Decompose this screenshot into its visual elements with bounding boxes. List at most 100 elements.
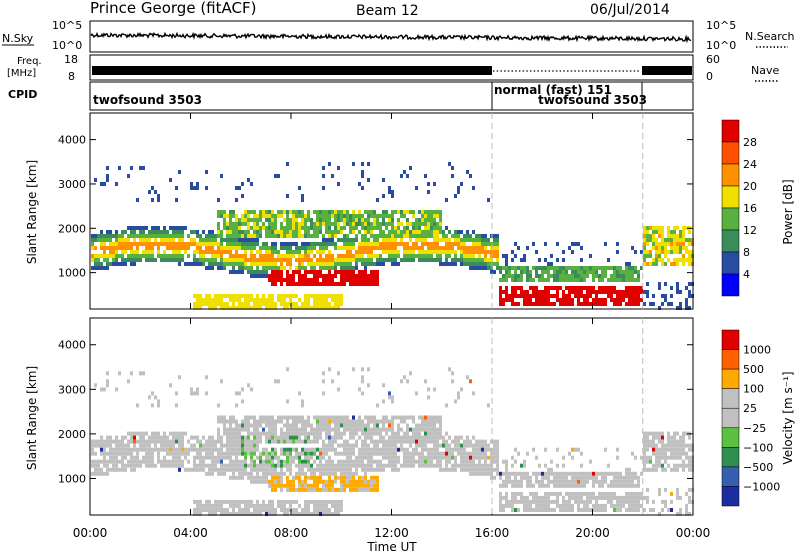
velocity-cell [250, 387, 253, 392]
velocity-cell [598, 495, 601, 500]
velocity-cell [289, 483, 292, 488]
velocity-cell [280, 427, 283, 432]
power-cell [319, 242, 322, 246]
velocity-cell [271, 503, 274, 508]
power-cell [238, 186, 241, 190]
power-cell [328, 234, 331, 238]
power-cell [658, 234, 661, 238]
power-cell [337, 306, 340, 310]
power-cell [559, 286, 562, 290]
velocity-cell [286, 419, 289, 424]
velocity-cell [325, 467, 328, 472]
velocity-cell [550, 459, 553, 464]
power-cell [337, 294, 340, 298]
velocity-cell [613, 503, 616, 508]
power-cell [481, 234, 484, 238]
power-cell [97, 254, 100, 258]
power-cell [409, 166, 412, 170]
velocity-cell [358, 455, 361, 460]
velocity-cell [265, 439, 268, 444]
velocity-cell [430, 435, 433, 440]
power-cell [160, 238, 163, 242]
power-cell [676, 242, 679, 246]
velocity-cell [535, 495, 538, 500]
power-cell [406, 254, 409, 258]
velocity-cell [511, 479, 514, 484]
power-cell [628, 262, 631, 266]
velocity-cell [319, 487, 322, 492]
power-cell [655, 238, 658, 242]
velocity-cell [223, 512, 226, 516]
power-cell [286, 162, 289, 166]
power-cell [676, 238, 679, 242]
power-cell [289, 226, 292, 230]
velocity-cell [505, 471, 508, 476]
velocity-cell [322, 455, 325, 460]
power-cell [679, 230, 682, 234]
velocity-cell [376, 451, 379, 456]
power-cell [616, 270, 619, 274]
power-cell [106, 258, 109, 262]
power-cell [172, 246, 175, 250]
velocity-cell [193, 512, 196, 516]
power-cell [280, 246, 283, 250]
velocity-cell [571, 495, 574, 500]
power-cell [157, 254, 160, 258]
velocity-cell [106, 467, 109, 472]
velocity-cell [556, 463, 559, 468]
power-cell [211, 234, 214, 238]
velocity-cell [259, 463, 262, 468]
velocity-cell [148, 459, 151, 464]
velocity-cell [562, 483, 565, 488]
velocity-cell [415, 431, 418, 436]
velocity-cell [631, 483, 634, 488]
velocity-cell [628, 479, 631, 484]
power-cell [148, 238, 151, 242]
power-cell [637, 290, 640, 294]
velocity-cell [391, 447, 394, 452]
power-cell [289, 242, 292, 246]
velocity-cell [148, 439, 151, 444]
power-cell [100, 242, 103, 246]
velocity-cell [391, 427, 394, 432]
power-cell [178, 170, 181, 174]
power-cell [283, 278, 286, 282]
velocity-cell [682, 467, 685, 472]
power-cell [301, 246, 304, 250]
velocity-cell [571, 503, 574, 508]
velocity-cell [415, 459, 418, 464]
velocity-cell [331, 415, 334, 420]
power-cell [469, 246, 472, 250]
power-cell [226, 214, 229, 218]
velocity-cell [337, 415, 340, 420]
power-cell [658, 226, 661, 230]
power-cell [646, 242, 649, 246]
velocity-cell [340, 479, 343, 484]
power-cell [583, 286, 586, 290]
velocity-cell [268, 427, 271, 432]
power-cell [304, 214, 307, 218]
colorbar-tick-label: 25 [743, 402, 757, 415]
power-cell [217, 266, 220, 270]
power-cell [637, 286, 640, 290]
velocity-cell [241, 475, 244, 480]
power-cell [319, 262, 322, 266]
power-cell [451, 174, 454, 178]
power-cell [664, 250, 667, 254]
velocity-cell [280, 431, 283, 436]
velocity-cell [658, 491, 661, 496]
power-cell [526, 266, 529, 270]
power-cell [310, 294, 313, 298]
power-cell [298, 254, 301, 258]
velocity-cell [196, 455, 199, 460]
x-tick-label: 00:00 [676, 526, 711, 540]
power-cell [331, 262, 334, 266]
velocity-cell [322, 419, 325, 424]
velocity-cell [352, 479, 355, 484]
power-cell [316, 262, 319, 266]
power-cell [391, 254, 394, 258]
power-cell [598, 302, 601, 306]
power-cell [355, 234, 358, 238]
velocity-cell [226, 431, 229, 436]
power-cell [598, 298, 601, 302]
